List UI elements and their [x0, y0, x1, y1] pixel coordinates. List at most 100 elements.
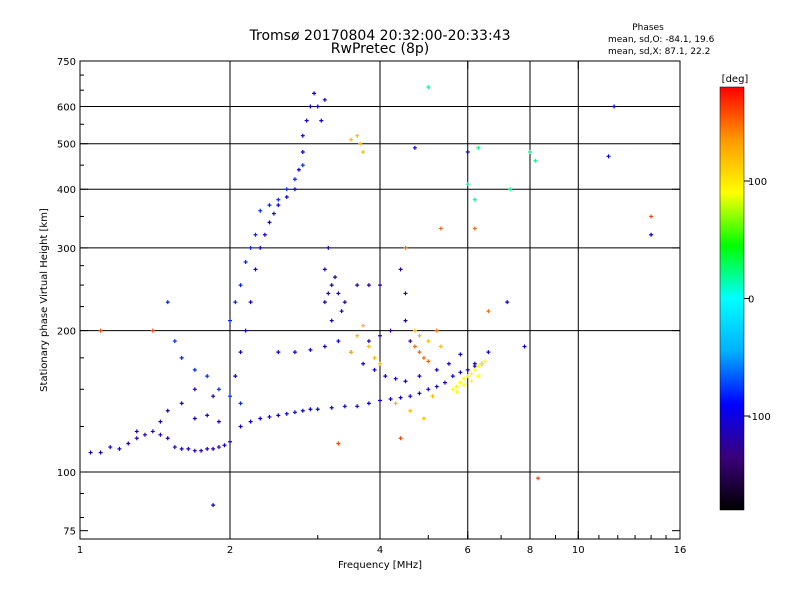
- data-point: [98, 450, 103, 455]
- y-tick-label: 500: [57, 140, 76, 151]
- data-point: [248, 245, 253, 250]
- data-point: [383, 374, 388, 379]
- data-point: [228, 318, 232, 323]
- data-point: [483, 359, 488, 364]
- data-point: [315, 104, 320, 109]
- data-point: [454, 384, 459, 389]
- data-point: [476, 145, 481, 150]
- data-point: [378, 398, 382, 403]
- data-point: [258, 208, 263, 213]
- data-point: [238, 283, 243, 288]
- data-points: [88, 85, 654, 508]
- data-point: [216, 419, 221, 424]
- data-point: [192, 367, 197, 372]
- data-point: [479, 361, 484, 366]
- data-point: [199, 448, 204, 453]
- data-point: [134, 429, 139, 434]
- data-point: [408, 408, 413, 413]
- data-point: [248, 419, 253, 424]
- data-point: [612, 104, 617, 109]
- data-point: [398, 436, 403, 441]
- data-point: [398, 267, 403, 272]
- data-point: [150, 429, 155, 434]
- data-point: [238, 350, 243, 355]
- data-point: [205, 374, 210, 379]
- data-point: [329, 283, 334, 288]
- x-tick-label: 6: [465, 545, 471, 556]
- data-point: [276, 197, 281, 202]
- data-point: [378, 361, 382, 366]
- y-tick-label: 75: [63, 527, 76, 538]
- data-point: [465, 182, 470, 187]
- stats-line-x: mean, sd,X: 87.1, 22.2: [608, 47, 710, 57]
- data-point: [421, 416, 426, 421]
- data-point: [342, 404, 347, 409]
- chart-subtitle: RwPretec (8p): [331, 41, 429, 57]
- data-point: [458, 352, 463, 357]
- data-point: [326, 291, 331, 296]
- data-point: [469, 379, 474, 384]
- data-point: [528, 150, 532, 155]
- data-point: [205, 446, 210, 451]
- data-point: [434, 384, 439, 389]
- data-point: [248, 300, 253, 305]
- data-point: [426, 339, 431, 344]
- data-point: [329, 405, 334, 410]
- data-point: [417, 374, 422, 379]
- data-point: [465, 150, 470, 155]
- data-point: [361, 323, 366, 328]
- data-point: [508, 187, 513, 192]
- data-point: [462, 376, 467, 381]
- data-point: [355, 133, 360, 138]
- x-tick-label: 2: [227, 545, 233, 556]
- data-point: [465, 374, 470, 379]
- data-point: [442, 380, 447, 385]
- data-point: [304, 118, 309, 123]
- data-point: [158, 419, 163, 424]
- x-tick-label: 16: [674, 545, 687, 556]
- data-point: [333, 275, 338, 280]
- data-point: [238, 401, 243, 406]
- data-point: [417, 391, 422, 396]
- data-point: [253, 232, 258, 237]
- y-axis-label: Stationary phase Virtual Height [km]: [39, 208, 50, 392]
- data-point: [434, 328, 439, 333]
- x-tick-label: 10: [572, 545, 585, 556]
- data-point: [486, 350, 491, 355]
- data-point: [349, 350, 354, 355]
- data-point: [165, 408, 170, 413]
- data-point: [150, 328, 155, 333]
- data-point: [434, 367, 439, 372]
- y-tick-label: 300: [57, 244, 76, 255]
- data-point: [430, 394, 435, 399]
- data-point: [458, 380, 463, 385]
- data-point: [300, 150, 305, 155]
- data-point: [426, 359, 431, 364]
- data-point: [355, 333, 360, 338]
- y-tick-label: 750: [57, 57, 76, 68]
- data-point: [388, 328, 393, 333]
- data-point: [458, 370, 463, 375]
- data-point: [465, 367, 470, 372]
- data-point: [179, 446, 184, 451]
- data-point: [186, 446, 191, 451]
- colorbar: [deg] 100 0 -100: [719, 74, 771, 511]
- data-point: [450, 387, 455, 392]
- data-point: [267, 203, 272, 208]
- data-point: [253, 267, 258, 272]
- data-point: [308, 407, 313, 412]
- data-point: [454, 390, 459, 395]
- data-point: [172, 339, 177, 344]
- data-point: [438, 226, 443, 231]
- data-point: [233, 300, 238, 305]
- data-point: [228, 394, 232, 399]
- data-point: [486, 309, 491, 314]
- data-point: [472, 197, 477, 202]
- data-point: [426, 85, 431, 90]
- data-point: [134, 436, 139, 441]
- data-point: [649, 214, 654, 219]
- grid-lines: [80, 61, 680, 539]
- colorbar-tick-label: 0: [748, 295, 754, 306]
- data-point: [211, 446, 216, 451]
- data-point: [378, 283, 382, 288]
